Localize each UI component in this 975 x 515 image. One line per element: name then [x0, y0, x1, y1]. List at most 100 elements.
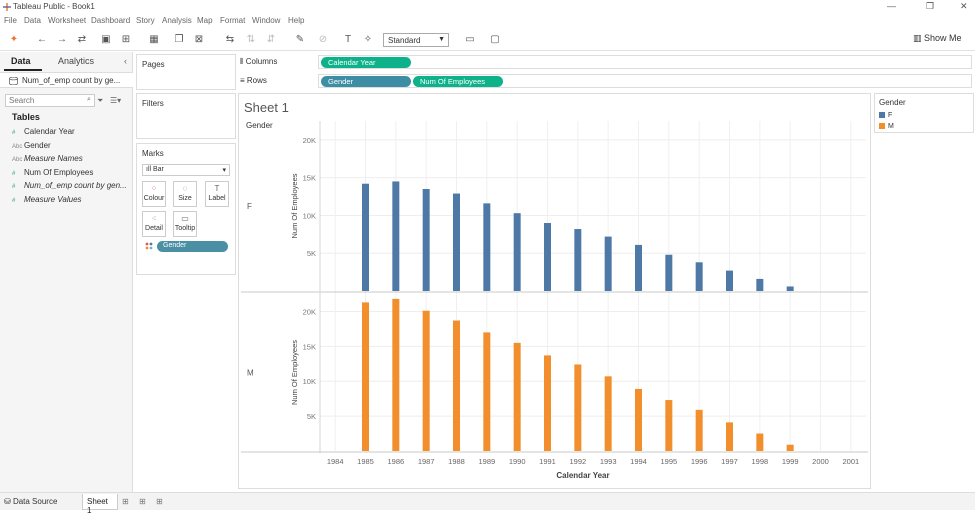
y-tick-label: 20K — [303, 307, 316, 316]
pages-card[interactable]: Pages — [136, 54, 236, 90]
menu-window[interactable]: Window — [252, 16, 281, 25]
new-story-icon[interactable]: ⊞ — [156, 497, 163, 506]
new-sheet-icon[interactable]: ▦ — [149, 34, 159, 45]
menu-analysis[interactable]: Analysis — [162, 16, 192, 25]
legend-swatch-m — [879, 123, 885, 130]
sort-asc-icon[interactable]: ⇅ — [246, 34, 256, 45]
x-tick-label: 2000 — [812, 457, 829, 466]
data-source-tab[interactable]: ⛁ Data Source — [4, 497, 58, 506]
x-tick-label: 1992 — [569, 457, 586, 466]
y-tick-label: 15K — [303, 174, 316, 183]
bar-f-1994 — [635, 244, 642, 291]
bar-m-1986 — [392, 298, 400, 451]
new-datasource-icon[interactable]: ⊞ — [121, 34, 131, 45]
detail-button[interactable]: ⁖ Detail — [142, 211, 166, 237]
field-count[interactable]: # Num_of_emp count by gen... — [12, 181, 127, 190]
new-dashboard-icon[interactable]: ⊞ — [139, 497, 146, 506]
menu-file[interactable]: File — [4, 16, 17, 25]
field-num-of-employees[interactable]: # Num Of Employees — [12, 168, 94, 177]
menu-worksheet[interactable]: Worksheet — [48, 16, 87, 25]
bar-m-1996 — [695, 409, 703, 451]
rows-shelf[interactable]: Gender Num Of Employees — [318, 74, 972, 88]
data-source-item[interactable]: Num_of_emp count by ge... — [0, 72, 133, 88]
duplicate-icon[interactable]: ❐ — [174, 34, 184, 45]
fit-dropdown[interactable]: Standard ▼ — [383, 33, 449, 47]
label-icon: T — [214, 184, 220, 193]
y-tick-label: 10K — [303, 211, 316, 220]
menu-story[interactable]: Story — [136, 16, 155, 25]
new-worksheet-icon[interactable]: ⊞ — [122, 497, 129, 506]
toolbar: ✦ ← → ⇄ ▣ ⊞ ▦ ❐ ⊠ ⇆ ⇅ ⇵ ✎ ⊘ T ✧ ▭ ▢ — [0, 29, 975, 51]
pin-icon[interactable]: ✧ — [363, 34, 373, 45]
filters-card[interactable]: Filters — [136, 93, 236, 139]
bar-m-1990 — [513, 342, 521, 451]
highlight-icon[interactable]: ✎ — [295, 34, 305, 45]
sort-desc-icon[interactable]: ⇵ — [266, 34, 276, 45]
presentation-icon[interactable]: ▢ — [490, 34, 500, 45]
cards-icon[interactable]: ▭ — [465, 34, 475, 45]
legend-item-m[interactable]: M — [879, 123, 894, 130]
columns-shelf[interactable]: Calendar Year — [318, 55, 972, 69]
bar-f-1986 — [392, 181, 400, 291]
show-me-button[interactable]: ▥ Show Me — [913, 33, 962, 44]
data-pane: Data Analytics ‹ Num_of_emp count by ge.… — [0, 52, 133, 492]
field-gender[interactable]: Abc Gender — [12, 141, 51, 150]
undo-icon[interactable]: ← — [37, 34, 47, 45]
view-options-icon[interactable]: ☰▾ — [110, 96, 122, 105]
bar-m-1989 — [483, 332, 491, 451]
group-icon[interactable]: ⊘ — [318, 34, 328, 45]
tableau-logo-icon — [3, 3, 11, 11]
restore-button[interactable]: ❐ — [926, 1, 935, 11]
tooltip-icon: ▭ — [181, 214, 189, 223]
menu-format[interactable]: Format — [220, 16, 246, 25]
menu-help[interactable]: Help — [288, 16, 305, 25]
home-icon[interactable]: ✦ — [9, 34, 19, 45]
marks-gender-pill[interactable]: Gender — [157, 241, 228, 252]
mark-type-dropdown[interactable]: ıll Bar ▾ — [142, 164, 230, 176]
row-label-m: M — [247, 369, 254, 378]
bar-chart-icon: ıll — [146, 166, 153, 173]
search-icon: ⌕ — [87, 96, 91, 103]
clear-sheet-icon[interactable]: ⊠ — [194, 34, 204, 45]
minimize-button[interactable]: — — [887, 1, 896, 11]
search-input[interactable] — [5, 94, 95, 107]
tab-data[interactable]: Data — [11, 56, 31, 66]
labels-icon[interactable]: T — [344, 34, 352, 45]
filter-icon[interactable]: ⏷ — [97, 96, 104, 105]
x-tick-label: 1994 — [630, 457, 647, 466]
chart-canvas[interactable]: 5K 10K 15K 20K Num Of Employees F 5K 10K 15K 20K N… — [239, 118, 869, 488]
collapse-pane-icon[interactable]: ‹ — [124, 56, 127, 66]
menu-map[interactable]: Map — [197, 16, 213, 25]
legend-item-f[interactable]: F — [879, 112, 892, 119]
save-icon[interactable]: ▣ — [101, 34, 111, 45]
replay-icon[interactable]: ⇄ — [77, 34, 87, 45]
bar-f-1990 — [513, 213, 521, 291]
chevron-down-icon: ▾ — [222, 167, 226, 174]
x-tick-label: 1991 — [539, 457, 556, 466]
sheet-tab[interactable]: Sheet 1 — [82, 494, 118, 515]
redo-icon[interactable]: → — [57, 34, 67, 45]
rows-pill-gender[interactable]: Gender — [321, 76, 411, 87]
bar-f-1991 — [544, 223, 551, 291]
colour-icon: ⁘ — [150, 184, 158, 193]
menu-data[interactable]: Data — [24, 16, 41, 25]
field-measure-names[interactable]: Abc Measure Names — [12, 154, 83, 163]
tooltip-button[interactable]: ▭ Tooltip — [173, 211, 197, 237]
size-button[interactable]: ◌ Size — [173, 181, 197, 207]
columns-pill-calendar-year[interactable]: Calendar Year — [321, 57, 411, 68]
rows-pill-num-of-employees[interactable]: Num Of Employees — [413, 76, 503, 87]
tab-analytics[interactable]: Analytics — [58, 56, 95, 66]
close-button[interactable]: ✕ — [960, 1, 968, 11]
swap-icon[interactable]: ⇆ — [225, 34, 235, 45]
field-measure-values[interactable]: # Measure Values — [12, 195, 82, 204]
sheet-tabs-bar: ⛁ Data Source Sheet 1 ⊞ ⊞ ⊞ — [0, 492, 975, 515]
colour-button[interactable]: ⁘ Colour — [142, 181, 166, 207]
x-tick-label: 1988 — [448, 457, 465, 466]
show-me-label: Show Me — [924, 33, 962, 43]
columns-shelf-label: ⦀ Columns — [240, 57, 278, 66]
field-calendar-year[interactable]: # Calendar Year — [12, 127, 75, 136]
menu-dashboard[interactable]: Dashboard — [91, 16, 131, 25]
bar-m-1987 — [422, 310, 430, 451]
label-button[interactable]: T Label — [205, 181, 229, 207]
database-icon: ⛁ — [4, 497, 13, 506]
